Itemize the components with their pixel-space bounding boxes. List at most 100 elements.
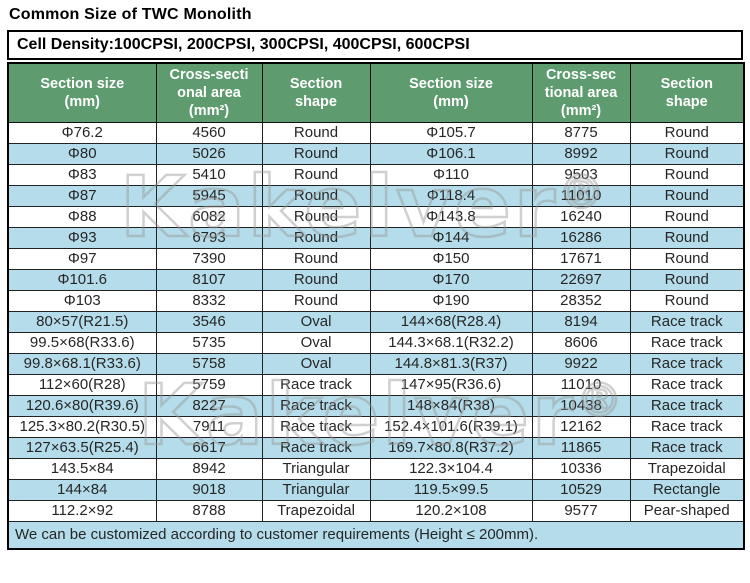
cell-section-shape: Race track <box>261 374 371 396</box>
cell-section-shape: Oval <box>261 332 371 354</box>
cell-cross-sectional-area: 10438 <box>531 395 631 417</box>
table-body: Φ76.2 4560 Round Φ105.7 8775 Round Φ80 5026 Roun… <box>7 122 745 522</box>
cell-cross-sectional-area: 8788 <box>155 500 263 522</box>
cell-cross-sectional-area: 5410 <box>155 164 263 186</box>
cell-section-shape: Race track <box>629 374 745 396</box>
cell-section-size: Φ110 <box>369 164 533 186</box>
cell-section-size: Φ170 <box>369 269 533 291</box>
cell-section-size: 125.3×80.2(R30.5) <box>7 416 157 438</box>
cell-section-size: Φ190 <box>369 290 533 312</box>
cell-section-size: 99.5×68(R33.6) <box>7 332 157 354</box>
cell-section-shape: Triangular <box>261 479 371 501</box>
table-row: 99.5×68(R33.6) 5735 Oval 144.3×68.1(R32.2) 8… <box>7 332 745 354</box>
cell-section-size: 148×84(R38) <box>369 395 533 417</box>
cell-section-shape: Race track <box>629 332 745 354</box>
col-header-section-size: Section size (mm) <box>7 62 157 123</box>
customization-note: We can be customized according to custom… <box>7 521 745 550</box>
cell-cross-sectional-area: 12162 <box>531 416 631 438</box>
cell-cross-sectional-area: 8992 <box>531 143 631 165</box>
cell-section-size: 144.8×81.3(R37) <box>369 353 533 375</box>
cell-cross-sectional-area: 5945 <box>155 185 263 207</box>
cell-section-shape: Round <box>629 122 745 144</box>
cell-section-shape: Round <box>629 164 745 186</box>
cell-cross-sectional-area: 7390 <box>155 248 263 270</box>
cell-cross-sectional-area: 3546 <box>155 311 263 333</box>
cell-cross-sectional-area: 16286 <box>531 227 631 249</box>
cell-cross-sectional-area: 11010 <box>531 374 631 396</box>
table-row: Φ97 7390 Round Φ150 17671 Round <box>7 248 745 270</box>
cell-section-shape: Round <box>629 185 745 207</box>
cell-cross-sectional-area: 8775 <box>531 122 631 144</box>
cell-section-shape: Race track <box>629 437 745 459</box>
page-title: Common Size of TWC Monolith <box>9 6 252 23</box>
table-row: 120.6×80(R39.6) 8227 Race track 148×84(R38)… <box>7 395 745 417</box>
cell-cross-sectional-area: 8942 <box>155 458 263 480</box>
cell-section-size: Φ101.6 <box>7 269 157 291</box>
cell-section-shape: Pear-shaped <box>629 500 745 522</box>
cell-section-shape: Oval <box>261 353 371 375</box>
cell-cross-sectional-area: 9018 <box>155 479 263 501</box>
table-footer: We can be customized according to custom… <box>7 521 745 550</box>
cell-cross-sectional-area: 8107 <box>155 269 263 291</box>
cell-section-size: Φ150 <box>369 248 533 270</box>
cell-section-size: Φ87 <box>7 185 157 207</box>
cell-section-size: 127×63.5(R25.4) <box>7 437 157 459</box>
cell-section-shape: Round <box>629 206 745 228</box>
cell-cross-sectional-area: 22697 <box>531 269 631 291</box>
cell-cross-sectional-area: 7911 <box>155 416 263 438</box>
table-row: Φ76.2 4560 Round Φ105.7 8775 Round <box>7 122 745 144</box>
table-row: 99.8×68.1(R33.6) 5758 Oval 144.8×81.3(R37) 9… <box>7 353 745 375</box>
cell-cross-sectional-area: 17671 <box>531 248 631 270</box>
cell-section-size: 99.8×68.1(R33.6) <box>7 353 157 375</box>
col-header-section-size: Section size (mm) <box>369 62 533 123</box>
cell-section-shape: Trapezoidal <box>261 500 371 522</box>
cell-section-shape: Round <box>261 164 371 186</box>
cell-section-shape: Round <box>261 290 371 312</box>
cell-section-shape: Race track <box>629 353 745 375</box>
table-row: 143.5×84 8942 Triangular 122.3×104.4 10336 Tr… <box>7 458 745 480</box>
cell-section-shape: Race track <box>629 416 745 438</box>
table-row: Φ80 5026 Round Φ106.1 8992 Round <box>7 143 745 165</box>
cell-section-shape: Round <box>261 248 371 270</box>
cell-section-size: Φ93 <box>7 227 157 249</box>
cell-section-size: Φ88 <box>7 206 157 228</box>
cell-section-size: 122.3×104.4 <box>369 458 533 480</box>
cell-section-shape: Round <box>629 269 745 291</box>
cell-section-shape: Triangular <box>261 458 371 480</box>
cell-section-size: Φ103 <box>7 290 157 312</box>
cell-section-size: 144×84 <box>7 479 157 501</box>
cell-section-size: 120.2×108 <box>369 500 533 522</box>
cell-section-size: 152.4×101.6(R39.1) <box>369 416 533 438</box>
col-header-cross-sectional-area: Cross-secti onal area (mm²) <box>155 62 263 123</box>
cell-cross-sectional-area: 9503 <box>531 164 631 186</box>
cell-section-size: Φ106.1 <box>369 143 533 165</box>
cell-cross-sectional-area: 6617 <box>155 437 263 459</box>
cell-section-size: Φ118.4 <box>369 185 533 207</box>
table-row: 112.2×92 8788 Trapezoidal 120.2×108 9577 Pear… <box>7 500 745 522</box>
cell-density-banner: Cell Density:100CPSI, 200CPSI, 300CPSI, … <box>7 30 743 60</box>
table-row: 80×57(R21.5) 3546 Oval 144×68(R28.4) 8194 Rac… <box>7 311 745 333</box>
cell-section-shape: Race track <box>261 437 371 459</box>
cell-section-size: 144×68(R28.4) <box>369 311 533 333</box>
cell-cross-sectional-area: 11865 <box>531 437 631 459</box>
cell-cross-sectional-area: 16240 <box>531 206 631 228</box>
cell-section-shape: Race track <box>629 395 745 417</box>
cell-section-size: 120.6×80(R39.6) <box>7 395 157 417</box>
cell-section-shape: Rectangle <box>629 479 745 501</box>
page: Common Size of TWC Monolith Cell Density… <box>7 6 745 550</box>
cell-cross-sectional-area: 8194 <box>531 311 631 333</box>
cell-cross-sectional-area: 4560 <box>155 122 263 144</box>
cell-section-size: 144.3×68.1(R32.2) <box>369 332 533 354</box>
col-header-cross-sectional-area: Cross-sec tional area (mm²) <box>531 62 631 123</box>
col-header-section-shape: Section shape <box>629 62 745 123</box>
cell-section-shape: Round <box>261 206 371 228</box>
cell-cross-sectional-area: 5735 <box>155 332 263 354</box>
cell-section-shape: Race track <box>261 395 371 417</box>
cell-cross-sectional-area: 8227 <box>155 395 263 417</box>
cell-section-shape: Round <box>629 143 745 165</box>
cell-section-size: Φ80 <box>7 143 157 165</box>
cell-cross-sectional-area: 6793 <box>155 227 263 249</box>
table-row: 127×63.5(R25.4) 6617 Race track 169.7×80.8(… <box>7 437 745 459</box>
cell-section-shape: Trapezoidal <box>629 458 745 480</box>
cell-cross-sectional-area: 8606 <box>531 332 631 354</box>
